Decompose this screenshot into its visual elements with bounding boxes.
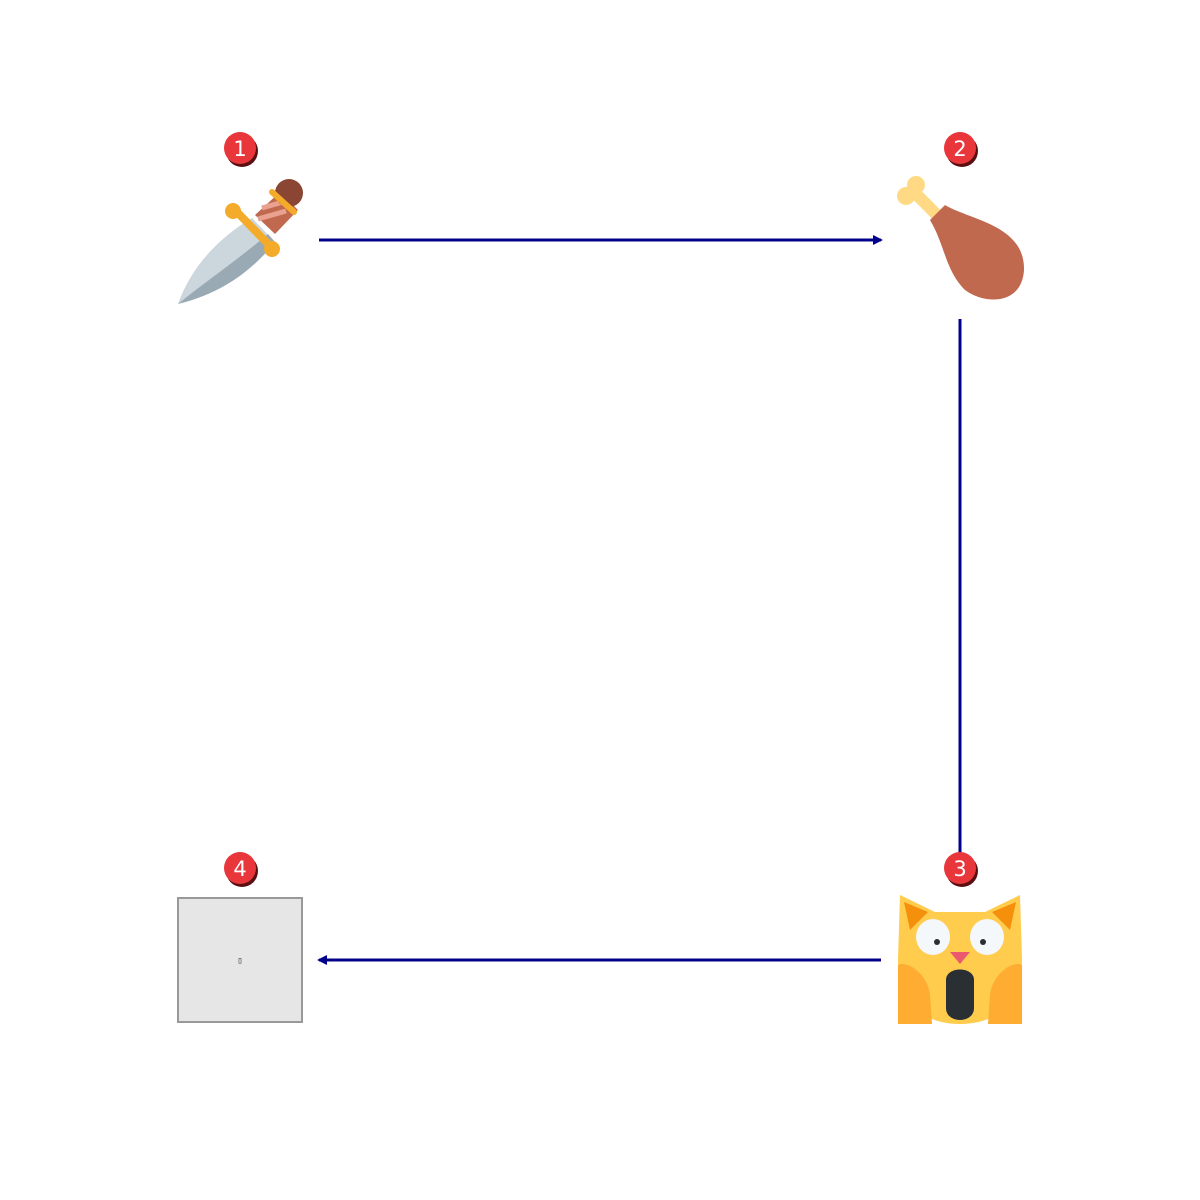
node-1-badge: 1 bbox=[224, 132, 258, 167]
node-1: 1 bbox=[178, 132, 303, 304]
node-4-glyph: ▯ bbox=[237, 956, 242, 966]
node-2-badge: 2 bbox=[944, 132, 978, 167]
node-3: 3 bbox=[898, 852, 1022, 1024]
node-1-badge-label: 1 bbox=[233, 137, 246, 161]
weary-cat-icon bbox=[898, 895, 1022, 1024]
node-3-badge-label: 3 bbox=[953, 857, 966, 881]
node-4: ▯ 4 bbox=[177, 852, 303, 1023]
poultry-leg-icon bbox=[897, 176, 1025, 300]
node-4-badge-label: 4 bbox=[233, 857, 246, 881]
dagger-icon bbox=[178, 179, 303, 304]
node-2: 2 bbox=[897, 132, 1025, 300]
node-4-badge: 4 bbox=[224, 852, 258, 887]
node-2-badge-label: 2 bbox=[953, 137, 966, 161]
missing-glyph-icon: ▯ bbox=[177, 897, 303, 1023]
node-3-badge: 3 bbox=[944, 852, 978, 887]
